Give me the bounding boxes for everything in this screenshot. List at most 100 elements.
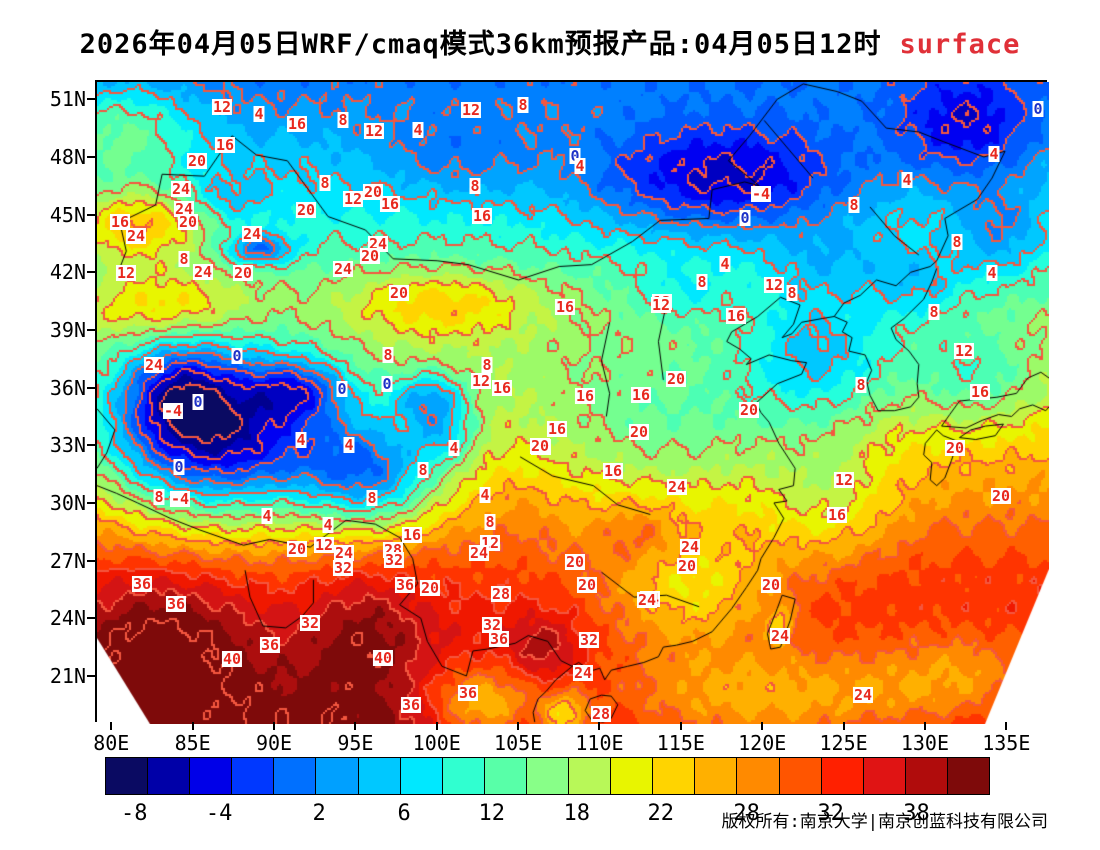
colorbar-tick-label: 32 bbox=[817, 801, 844, 826]
title-surface-label: surface bbox=[899, 29, 1021, 60]
x-axis-tick bbox=[1005, 722, 1008, 730]
x-axis-label: 130E bbox=[900, 731, 950, 755]
contour-label: 8 bbox=[517, 96, 529, 114]
contour-label: 20 bbox=[944, 439, 966, 457]
colorbar-cell bbox=[274, 758, 317, 794]
x-axis-tick bbox=[598, 722, 601, 730]
x-axis-label: 95E bbox=[337, 731, 374, 755]
contour-label: 28 bbox=[590, 705, 612, 723]
colorbar-cell bbox=[316, 758, 359, 794]
contour-label: 12 bbox=[833, 471, 855, 489]
contour-label: 16 bbox=[969, 383, 991, 401]
colorbar-tick-label: 28 bbox=[733, 801, 760, 826]
colorbar-cell bbox=[442, 758, 485, 794]
x-axis-label: 90E bbox=[255, 731, 293, 755]
contour-label: 12 bbox=[953, 342, 975, 360]
contour-label: 16 bbox=[109, 213, 131, 231]
contour-label: 8 bbox=[855, 376, 867, 394]
copyright-text: 版权所有:南京大学|南京创蓝科技有限公司 bbox=[721, 812, 1048, 832]
x-axis-tick bbox=[273, 722, 275, 730]
colorbar-tick-label: 38 bbox=[903, 801, 930, 826]
contour-label: 20 bbox=[359, 247, 381, 265]
contour-label: 24 bbox=[125, 227, 147, 245]
x-axis-tick bbox=[842, 722, 845, 730]
contour-label: 36 bbox=[131, 575, 153, 593]
contour-label: 20 bbox=[576, 576, 598, 594]
temperature-field-canvas bbox=[97, 82, 1049, 724]
y-axis-tick bbox=[87, 674, 95, 677]
contour-label: 4 bbox=[479, 486, 491, 504]
contour-label: 20 bbox=[295, 201, 317, 219]
colorbar-cell bbox=[569, 758, 612, 794]
contour-label: 8 bbox=[417, 461, 429, 479]
contour-label: 16 bbox=[286, 115, 308, 133]
contour-label: 4 bbox=[261, 507, 273, 525]
contour-label: 24 bbox=[666, 478, 688, 496]
contour-label: 16 bbox=[602, 462, 624, 480]
contour-label: 4 bbox=[986, 264, 998, 282]
y-axis-tick bbox=[87, 501, 95, 504]
colorbar-cell bbox=[611, 758, 654, 794]
colorbar-tick-label: 6 bbox=[397, 801, 411, 826]
contour-label: 16 bbox=[546, 420, 568, 438]
colorbar-tick-label: 2 bbox=[312, 801, 326, 826]
contour-label: -4 bbox=[169, 490, 191, 508]
contour-label: 36 bbox=[400, 696, 422, 714]
colorbar-cell bbox=[232, 758, 275, 794]
contour-label: 16 bbox=[491, 379, 513, 397]
contour-label: 4 bbox=[253, 105, 265, 123]
colorbar-cell bbox=[400, 758, 443, 794]
colorbar-cell bbox=[695, 758, 738, 794]
contour-label: 0 bbox=[173, 458, 185, 476]
y-axis-tick bbox=[87, 444, 95, 447]
x-axis-label: 110E bbox=[575, 731, 624, 755]
colorbar-cell bbox=[863, 758, 906, 794]
y-axis-label: 36N bbox=[49, 375, 86, 400]
title-main-text: 2026年04月05日WRF/cmaq模式36km预报产品:04月05日12时 bbox=[79, 29, 882, 60]
contour-label: 8 bbox=[337, 111, 349, 129]
colorbar-cell bbox=[737, 758, 780, 794]
colorbar-cell bbox=[148, 758, 191, 794]
y-axis-label: 27N bbox=[49, 548, 86, 573]
y-axis-label: 48N bbox=[49, 144, 86, 169]
contour-label: 8 bbox=[178, 250, 190, 268]
contour-label: 16 bbox=[471, 207, 493, 225]
contour-label: 8 bbox=[481, 356, 493, 374]
contour-label: 16 bbox=[725, 307, 747, 325]
y-axis-tick bbox=[87, 98, 95, 101]
contour-label: 20 bbox=[529, 437, 551, 455]
x-axis-label: 80E bbox=[93, 731, 130, 755]
contour-label: -4 bbox=[750, 185, 772, 203]
y-axis-tick bbox=[87, 328, 95, 331]
contour-label: 4 bbox=[412, 121, 424, 139]
y-axis-tick bbox=[87, 617, 95, 620]
contour-label: 8 bbox=[786, 284, 798, 302]
figure-title: 2026年04月05日WRF/cmaq模式36km预报产品:04月05日12时 s… bbox=[0, 22, 1100, 61]
contour-label: 20 bbox=[676, 557, 698, 575]
contour-label: 20 bbox=[419, 579, 441, 597]
contour-label: 32 bbox=[299, 614, 321, 632]
colorbar-tick-label: -8 bbox=[120, 801, 148, 826]
x-axis-tick bbox=[679, 722, 682, 730]
contour-label: 40 bbox=[372, 649, 394, 667]
contour-label: 20 bbox=[628, 423, 650, 441]
contour-label: 40 bbox=[221, 650, 243, 668]
colorbar-tick-label: -4 bbox=[205, 801, 233, 826]
contour-label: 12 bbox=[211, 98, 233, 116]
contour-label: 16 bbox=[554, 298, 576, 316]
contour-label: 12 bbox=[115, 264, 137, 282]
map-plot-area: 12 4 16 8 12 4 12 8 0 4 8 16 16 20 24 24 20 16 24 24 20 8 20 12… bbox=[95, 80, 1049, 724]
contour-label: 20 bbox=[186, 152, 208, 170]
x-axis-label: 105E bbox=[494, 731, 543, 755]
contour-label: 20 bbox=[760, 576, 782, 594]
contour-label: 20 bbox=[990, 487, 1012, 505]
contour-label: 24 bbox=[192, 263, 214, 281]
contour-label: 24 bbox=[679, 538, 701, 556]
contour-label: 20 bbox=[665, 370, 687, 388]
contour-label: 36 bbox=[165, 595, 187, 613]
colorbar-cell bbox=[779, 758, 822, 794]
contour-label: 20 bbox=[362, 183, 384, 201]
x-axis-tick bbox=[517, 722, 520, 730]
contour-label: 12 bbox=[363, 122, 385, 140]
y-axis-label: 51N bbox=[49, 87, 86, 112]
